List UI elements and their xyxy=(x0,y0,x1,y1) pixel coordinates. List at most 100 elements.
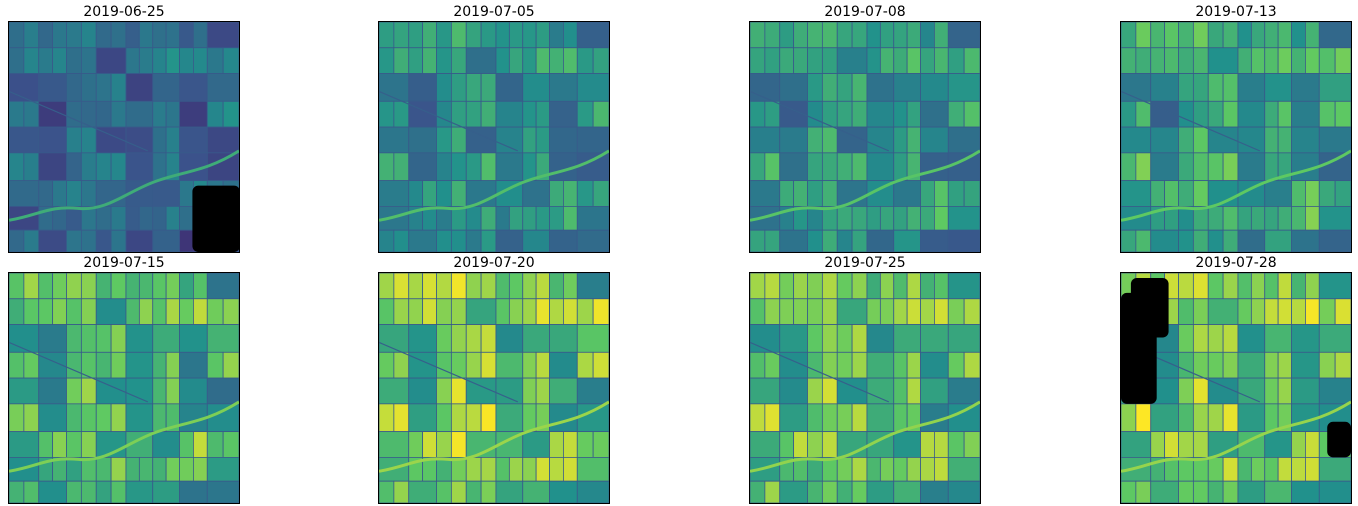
field-parcel xyxy=(465,273,482,300)
field-parcel xyxy=(465,73,482,102)
field-parcel xyxy=(1178,351,1194,379)
field-parcel xyxy=(1222,457,1239,482)
field-parcel xyxy=(179,457,194,482)
field-parcel xyxy=(393,229,410,252)
field-parcel xyxy=(495,457,510,482)
field-parcel xyxy=(1264,457,1279,482)
field-parcel xyxy=(1192,377,1209,405)
field-parcel xyxy=(1207,100,1224,128)
field-parcel xyxy=(522,126,537,154)
field-parcel xyxy=(38,229,67,252)
field-parcel xyxy=(495,324,524,353)
field-parcel xyxy=(436,73,452,102)
field-parcel xyxy=(1121,73,1152,102)
field-parcel xyxy=(1318,22,1351,49)
field-parcel xyxy=(866,73,895,102)
field-parcel xyxy=(38,273,54,300)
field-parcel xyxy=(66,206,82,231)
field-parcel xyxy=(779,229,808,252)
field-parcel xyxy=(9,403,25,433)
field-parcel xyxy=(563,298,578,325)
field-parcel xyxy=(125,403,154,433)
field-parcel xyxy=(1291,180,1306,207)
field-parcel xyxy=(1305,206,1320,231)
field-parcel xyxy=(750,273,766,300)
field-parcel xyxy=(807,298,823,325)
field-parcel xyxy=(23,229,40,252)
field-parcel xyxy=(480,206,497,231)
field-parcel xyxy=(125,100,154,128)
field-parcel xyxy=(866,377,895,405)
field-parcel xyxy=(1135,100,1152,128)
field-parcel xyxy=(152,273,167,300)
field-parcel xyxy=(408,377,437,405)
field-parcel xyxy=(1305,180,1320,207)
field-parcel xyxy=(1222,480,1239,503)
field-parcel xyxy=(480,480,497,503)
field-parcel xyxy=(851,206,868,231)
field-parcel xyxy=(480,403,497,433)
field-parcel xyxy=(807,229,823,252)
image-panel: 2019-07-13 xyxy=(1120,5,1352,255)
satellite-image xyxy=(749,272,981,504)
field-parcel xyxy=(947,47,965,74)
field-parcel xyxy=(893,324,921,353)
field-parcel xyxy=(836,22,853,49)
field-parcel xyxy=(807,152,823,182)
field-parcel xyxy=(222,431,239,458)
field-parcel xyxy=(807,403,823,433)
field-parcel xyxy=(152,229,180,252)
field-parcel xyxy=(138,457,154,482)
field-parcel xyxy=(1150,47,1166,74)
field-parcel xyxy=(535,22,550,49)
field-parcel xyxy=(906,351,921,379)
field-parcel xyxy=(1291,22,1306,49)
field-parcel xyxy=(465,480,482,503)
field-parcel xyxy=(110,457,127,482)
field-parcel xyxy=(934,22,949,49)
field-parcel xyxy=(1264,47,1279,74)
field-parcel xyxy=(535,273,550,300)
field-parcel xyxy=(450,180,467,207)
field-parcel xyxy=(52,22,67,49)
field-parcel xyxy=(750,47,766,74)
field-parcel xyxy=(1291,298,1306,325)
field-parcel xyxy=(206,377,239,405)
field-parcel xyxy=(1207,152,1224,182)
field-parcel xyxy=(1178,273,1194,300)
field-parcel xyxy=(436,152,452,182)
field-parcel xyxy=(851,22,868,49)
field-parcel xyxy=(1264,100,1279,128)
field-parcel xyxy=(576,229,609,252)
field-parcel xyxy=(152,47,167,74)
field-parcel xyxy=(563,457,578,482)
field-parcel xyxy=(1150,152,1179,182)
field-parcel xyxy=(535,377,550,405)
field-parcel xyxy=(480,152,497,182)
field-parcel xyxy=(1305,431,1320,458)
field-parcel xyxy=(821,229,838,252)
satellite-image xyxy=(8,272,240,504)
field-parcel xyxy=(893,22,908,49)
field-parcel xyxy=(821,403,838,433)
field-parcel xyxy=(379,152,395,182)
field-parcel xyxy=(9,377,40,405)
field-parcel xyxy=(38,431,54,458)
field-parcel xyxy=(1305,273,1320,300)
field-parcel xyxy=(851,229,868,252)
field-parcel xyxy=(920,126,949,154)
field-parcel xyxy=(52,47,67,74)
field-parcel xyxy=(836,324,853,353)
field-parcel xyxy=(38,152,67,182)
field-parcel xyxy=(1178,457,1194,482)
field-parcel xyxy=(436,180,452,207)
field-parcel xyxy=(576,152,609,182)
field-parcel xyxy=(193,47,208,74)
satellite-image xyxy=(749,21,981,253)
field-parcel xyxy=(920,431,935,458)
field-parcel xyxy=(1222,229,1239,252)
field-parcel xyxy=(9,180,40,207)
stream-line xyxy=(1121,149,1351,222)
field-parcel xyxy=(1291,100,1320,128)
field-parcel xyxy=(1178,403,1194,433)
